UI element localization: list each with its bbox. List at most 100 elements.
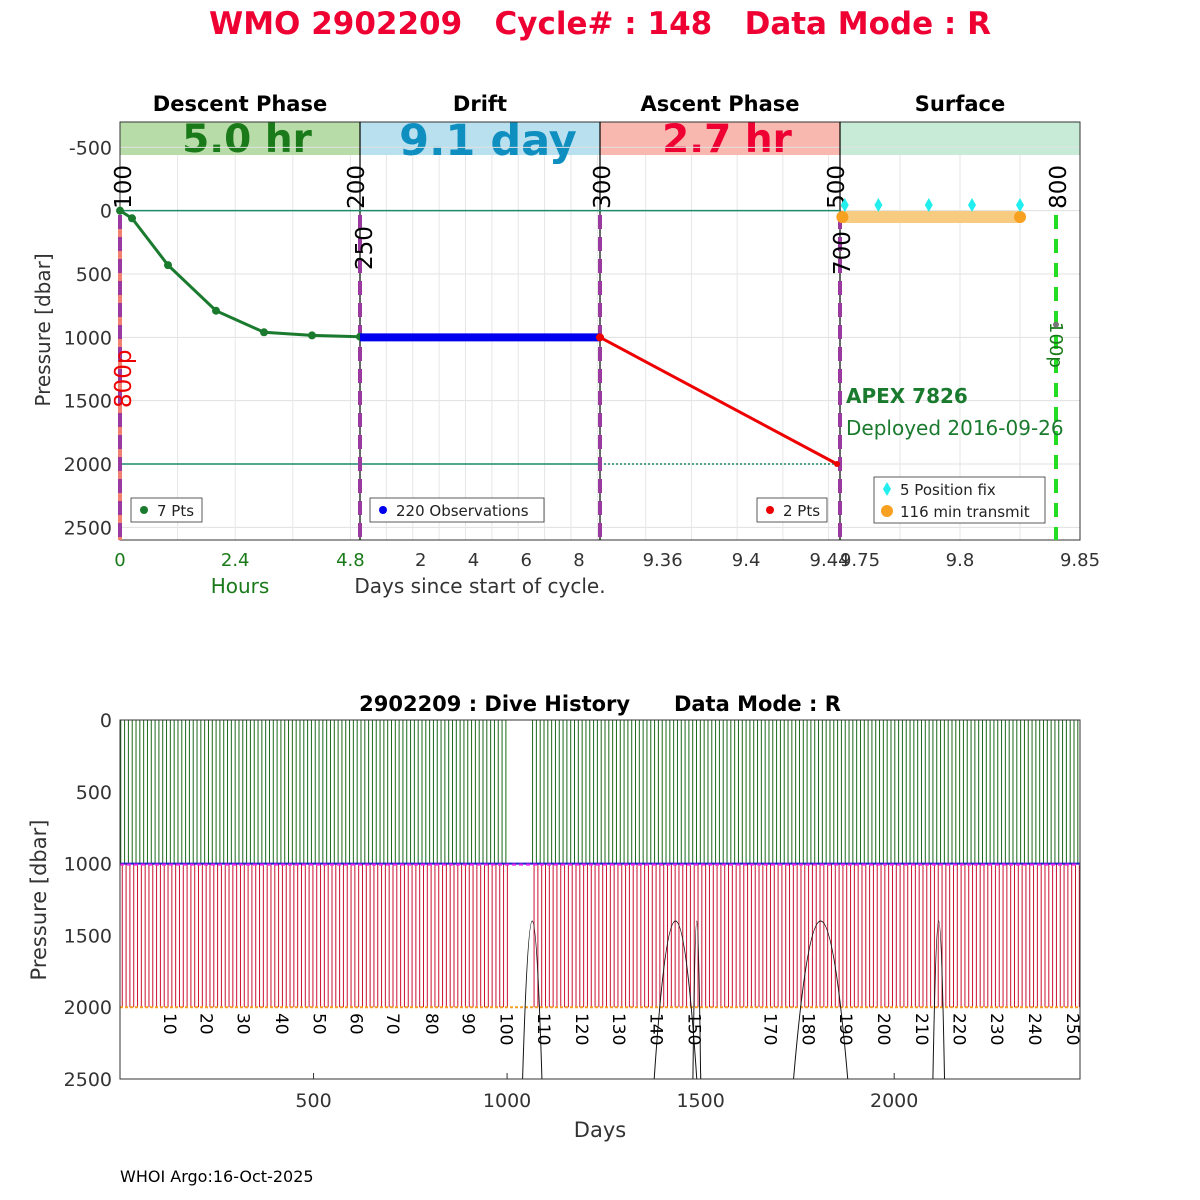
top-y-axis-label: Pressure [dbar] [31,253,55,406]
top-y-tick-label: 2000 [64,454,112,476]
legend-descent: 7 Pts [130,497,203,523]
cycle-label: 10 [159,1013,179,1035]
cycle-label: 30 [232,1013,252,1035]
top-y-tick-label: -500 [69,137,112,159]
descent-point [212,306,220,315]
cycle-label: 180 [797,1013,817,1045]
phase-duration-descent: 5.0 hr [182,117,312,162]
marker-label-800: 800 [1046,165,1072,209]
legend-ascent: 2 Pts [756,497,828,523]
phase-duration-drift: 9.1 day [399,116,577,166]
legend-surface: 5 Position fix 116 min transmit [873,476,1046,524]
bottom-y-tick-label: 2000 [64,997,112,1019]
bottom-x-ticks: 500 1000 1500 2000 [295,1073,918,1112]
position-fix-point [968,197,976,212]
cycle-label: 240 [1024,1013,1044,1045]
phase-title-descent: Descent Phase [153,92,327,116]
marker-label-800p: 800p [111,350,137,409]
trajectory-arc [522,920,543,1080]
top-x-ticks: 0 2.4 4.8 2 4 6 8 9.36 9.4 9.449.75 9.8 9.85 [114,550,1100,571]
marker-label-300: 300 [590,165,616,209]
marker-label-200: 200 [344,165,370,209]
bottom-y-axis-label: Pressure [dbar] [27,820,51,981]
bottom-y-tick-label: 2500 [64,1069,112,1091]
descent-point [116,206,124,215]
cycle-label: 40 [271,1013,291,1035]
cycle-label: 150 [683,1013,703,1045]
dive-history-chart: 2902209 : Dive History Data Mode : R 10 2… [27,692,1082,1142]
bottom-y-tick-label: 1000 [64,854,112,876]
cycle-label: 70 [382,1013,402,1035]
top-x-tick-label: 9.44 [810,550,850,571]
legend-drift: 220 Observations [369,497,545,523]
position-fix-point [840,197,849,212]
band-drift [360,122,600,155]
dive-history-levels [120,862,1080,1080]
band-descent [120,122,360,155]
cycle-label: 80 [421,1013,441,1035]
dive-history-cycle-labels: 10 20 30 40 50 60 70 80 90 100 110 120 130 140 150 170 1… [159,1013,1082,1045]
top-x-tick-label: 2.4 [221,550,250,571]
bottom-y-tick-label: 0 [100,710,112,732]
legend-descent-label: 7 Pts [157,502,194,520]
cycle-label: 90 [458,1013,478,1035]
cycle-label: 230 [986,1013,1006,1045]
cycle-label: 140 [645,1013,665,1045]
top-y-tick-label: 2500 [64,517,112,539]
top-x-tick-label: 4.8 [336,550,365,571]
legend-transmit-label: 116 min transmit [900,503,1030,521]
top-x-tick-label: 9.36 [643,550,683,571]
top-x-tick-label: 9.8 [946,550,975,571]
cycle-label: 200 [873,1013,893,1045]
cycle-label: 210 [911,1013,931,1045]
cycle-label: 20 [196,1013,216,1035]
legend-drift-label: 220 Observations [396,502,529,520]
legend-ascent-label: 2 Pts [783,502,820,520]
descent-point [128,214,136,223]
legend-fix-label: 5 Position fix [900,481,996,499]
position-fix-point [1016,197,1024,212]
marker-label-250: 250 [352,226,378,270]
phase-title-drift: Drift [453,92,507,116]
cycle-label: 250 [1062,1013,1082,1045]
top-x-tick-label: 0 [114,550,125,571]
cycle-label: 60 [345,1013,365,1035]
top-x-tick-label: 9.85 [1060,550,1100,571]
top-y-tick-label: 500 [76,264,112,286]
phase-title-surface: Surface [915,92,1005,116]
top-x-tick-label: 9.75 [840,550,880,571]
cycle-label: 50 [309,1013,329,1035]
transmit-point [836,211,849,223]
band-surface [840,122,1080,155]
figure-title: WMO 2902209 Cycle# : 148 Data Mode : R [209,6,991,42]
trajectory-arc [692,920,702,1080]
marker-label-100: 100 [111,165,137,209]
phase-title-ascent: Ascent Phase [641,92,800,116]
position-fix-point [874,197,883,212]
dive-history-bars [120,720,1080,1008]
descent-point [308,331,316,340]
top-y-tick-label: 1500 [64,391,112,413]
top-x-tick-label: 4 [468,550,479,571]
position-fix-point [924,197,933,212]
descent-series [116,206,364,341]
marker-label-700: 700 [830,231,856,275]
marker-label-100p: 100p [1045,322,1066,368]
bottom-y-tick-label: 1500 [64,925,112,947]
trajectory-arc [793,920,849,1080]
band-ascent [600,122,840,155]
phase-duration-ascent: 2.7 hr [662,117,792,162]
top-y-ticks: -500 0 500 1000 1500 2000 2500 [64,137,112,539]
top-y-tick-label: 0 [100,201,112,223]
transmit-point [1014,211,1026,223]
bottom-y-tick-label: 500 [76,782,112,804]
descent-point [260,328,268,337]
top-x-tick-label: 9.4 [732,550,761,571]
ascent-point [834,461,840,467]
bottom-plot-frame [119,719,1081,1080]
cycle-chart: Descent Phase Drift Ascent Phase Surface… [31,92,1100,598]
bottom-x-axis-label: Days [574,1118,626,1142]
cycle-label: 100 [496,1013,516,1045]
ascent-line [599,336,838,466]
